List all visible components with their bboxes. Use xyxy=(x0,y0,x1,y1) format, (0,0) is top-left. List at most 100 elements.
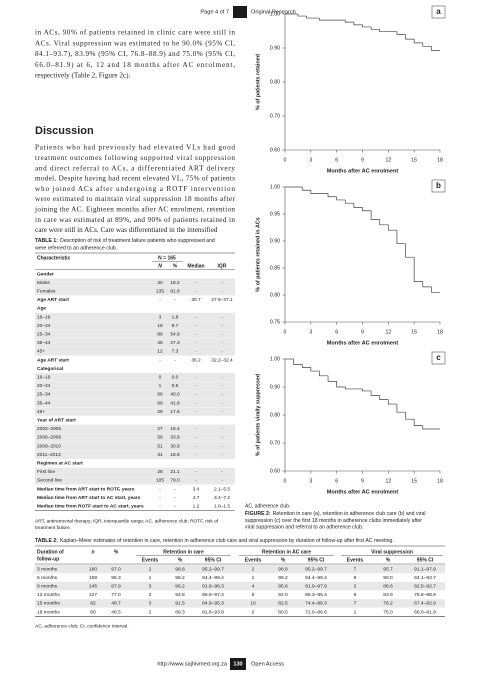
y-tick-label: 0.80 xyxy=(270,292,280,298)
table-cell: 36.2 xyxy=(191,357,201,363)
survival-step xyxy=(379,395,389,400)
section-label: Original Research xyxy=(251,9,296,15)
survival-step xyxy=(362,207,372,212)
table-cell: - xyxy=(174,298,176,303)
row-shade xyxy=(35,330,235,339)
table-cell: 96.2 xyxy=(175,583,185,589)
table-cell: 2 xyxy=(149,609,152,615)
table-cell: 2.1–5.5 xyxy=(214,486,230,492)
survival-step xyxy=(293,359,303,365)
table-cell: First line xyxy=(37,469,55,475)
table-subheader: % xyxy=(281,557,286,563)
table-cell: - xyxy=(195,436,197,441)
body-line: treatment outcomes following supported v… xyxy=(35,154,235,162)
table-cell: 18 months xyxy=(37,609,60,615)
page-number-label: Page 4 of 7 xyxy=(200,9,229,15)
table-cell: 84.9–95.3 xyxy=(202,601,224,607)
table-cell: 80 xyxy=(90,609,96,615)
table-cell: - xyxy=(221,324,223,329)
figure-caption-label: FIGURE 2: xyxy=(245,511,271,517)
table-cell: 6 months xyxy=(37,575,58,581)
table-cell: 3.4 xyxy=(193,486,200,492)
row-shade xyxy=(35,390,235,399)
row-shade xyxy=(35,441,235,451)
table-cell: 95.2–99.7 xyxy=(305,566,327,572)
y-tick-label: 1.00 xyxy=(270,184,280,190)
x-tick-label: 15 xyxy=(411,157,417,163)
table-cell: 1.0–1.5 xyxy=(214,503,230,509)
table-cell: 20–24 xyxy=(37,323,51,329)
table-cell: 9.7 xyxy=(172,323,179,329)
table-cell: 145 xyxy=(89,583,97,589)
table-cell: 5 xyxy=(252,592,255,598)
table-cell: - xyxy=(221,281,223,286)
table-cell: 80.5 xyxy=(278,609,288,615)
survival-step xyxy=(396,404,406,413)
survival-step xyxy=(353,203,363,208)
section-heading: Discussion xyxy=(35,125,94,137)
table-header: Median xyxy=(187,263,204,269)
table-cell: Age ART start xyxy=(37,297,69,303)
x-tick-label: 9 xyxy=(361,157,364,163)
table-header: % xyxy=(173,263,178,269)
row-shade xyxy=(35,278,235,287)
table-cell: 33.9 xyxy=(170,435,180,441)
table-cell: - xyxy=(221,332,223,337)
y-tick-label: 0.90 xyxy=(270,45,280,51)
table-cell: 72.0–86.6 xyxy=(305,609,327,615)
table-cell: Females xyxy=(37,288,56,294)
panel-letter-box xyxy=(431,5,446,19)
table-cell: 27.3 xyxy=(170,340,180,346)
table-subheader: Events xyxy=(245,557,262,563)
table-cell: - xyxy=(195,453,197,458)
table-cell: 95.2–99.7 xyxy=(202,566,224,572)
table-cell: - xyxy=(221,427,223,432)
table-cell: 32.2–32.4 xyxy=(211,357,233,363)
survival-step xyxy=(387,399,397,405)
table-cell: - xyxy=(221,436,223,441)
survival-step xyxy=(297,14,307,17)
body-line: joining the AC. Eighteen months after AC… xyxy=(34,205,235,213)
table-cell: - xyxy=(195,470,197,475)
x-axis-title: Months after AC enrolment xyxy=(327,168,399,174)
table-cell: 1 xyxy=(354,609,357,615)
table-cell: Year of ART start xyxy=(37,417,76,423)
table-cell: - xyxy=(195,289,197,294)
body-line: in ACs, 90% of patients retained in clin… xyxy=(35,29,235,37)
table-cell: 98.8 xyxy=(278,566,288,572)
table-caption-label: TABLE 1: xyxy=(35,238,58,244)
table-note: AC, adherence club; CI, confidence inter… xyxy=(35,623,129,629)
table-cell: 98.2 xyxy=(175,575,185,581)
table-cell: 82 xyxy=(90,601,96,607)
row-shade xyxy=(35,599,445,608)
survival-step xyxy=(353,22,363,26)
table-cell: - xyxy=(195,341,197,346)
x-tick-label: 0 xyxy=(284,157,287,163)
table-cell: 27 xyxy=(157,426,163,432)
survival-step xyxy=(413,419,423,426)
row-shade xyxy=(35,433,235,442)
y-tick-label: 0.95 xyxy=(270,211,280,217)
table-cell: - xyxy=(159,358,161,363)
table-cell: 12 xyxy=(157,349,163,355)
table-cell: 18.8 xyxy=(170,452,180,458)
survival-step xyxy=(362,388,372,392)
table-cell: 135 xyxy=(156,288,164,294)
survival-step xyxy=(319,371,329,377)
table-cell: 35–44 xyxy=(37,340,51,346)
survival-step xyxy=(422,281,432,288)
table-cell: - xyxy=(195,384,197,389)
x-tick-label: 6 xyxy=(335,329,338,335)
row-shade xyxy=(35,582,445,591)
table-cell: 15 months xyxy=(37,601,60,607)
survival-step xyxy=(405,34,415,40)
table-cell: 69 xyxy=(157,400,163,406)
table-cell: 1.2 xyxy=(193,503,200,509)
table-subheader: Events xyxy=(142,557,159,563)
survival-step xyxy=(405,243,415,258)
table-cell: - xyxy=(221,410,223,415)
table-cell: 89 xyxy=(157,331,163,337)
survival-step xyxy=(336,196,346,201)
row-shade xyxy=(35,467,235,476)
survival-step xyxy=(422,42,432,47)
